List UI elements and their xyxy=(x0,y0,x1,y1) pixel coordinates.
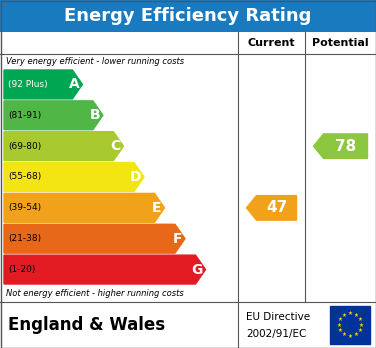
Text: ★: ★ xyxy=(353,332,358,337)
Text: ★: ★ xyxy=(338,317,343,322)
Text: (92 Plus): (92 Plus) xyxy=(8,80,48,89)
Bar xyxy=(330,306,370,344)
Text: Energy Efficiency Rating: Energy Efficiency Rating xyxy=(64,7,312,25)
Text: ★: ★ xyxy=(336,323,341,327)
Text: ★: ★ xyxy=(358,328,362,333)
Text: (69-80): (69-80) xyxy=(8,142,41,151)
Text: C: C xyxy=(110,139,120,153)
Text: ★: ★ xyxy=(353,313,358,318)
Polygon shape xyxy=(4,224,185,253)
Text: B: B xyxy=(89,108,100,122)
Text: D: D xyxy=(129,170,141,184)
Polygon shape xyxy=(314,134,367,158)
Polygon shape xyxy=(247,196,297,220)
Text: A: A xyxy=(69,77,79,92)
Text: E: E xyxy=(152,201,161,215)
Text: Potential: Potential xyxy=(312,38,369,48)
Text: 2002/91/EC: 2002/91/EC xyxy=(246,329,306,339)
Polygon shape xyxy=(4,132,123,160)
Text: 78: 78 xyxy=(335,139,356,154)
Polygon shape xyxy=(4,255,206,284)
Text: (55-68): (55-68) xyxy=(8,173,41,182)
Text: ★: ★ xyxy=(342,332,347,337)
Polygon shape xyxy=(4,101,103,130)
Text: ★: ★ xyxy=(347,311,352,316)
Text: (39-54): (39-54) xyxy=(8,203,41,212)
Text: ★: ★ xyxy=(338,328,343,333)
Text: F: F xyxy=(173,232,182,246)
Polygon shape xyxy=(4,70,82,99)
Text: ★: ★ xyxy=(342,313,347,318)
Text: G: G xyxy=(191,263,203,277)
Text: ★: ★ xyxy=(358,317,362,322)
Polygon shape xyxy=(4,193,164,222)
Text: (1-20): (1-20) xyxy=(8,265,35,274)
Text: Current: Current xyxy=(248,38,295,48)
Bar xyxy=(0,0,376,32)
Text: Very energy efficient - lower running costs: Very energy efficient - lower running co… xyxy=(6,57,184,66)
Text: 47: 47 xyxy=(266,200,287,215)
Text: England & Wales: England & Wales xyxy=(8,316,165,334)
Text: EU Directive: EU Directive xyxy=(246,312,310,322)
Text: (81-91): (81-91) xyxy=(8,111,41,120)
Text: ★: ★ xyxy=(359,323,364,327)
Text: (21-38): (21-38) xyxy=(8,234,41,243)
Text: Not energy efficient - higher running costs: Not energy efficient - higher running co… xyxy=(6,290,184,299)
Text: ★: ★ xyxy=(347,334,352,339)
Polygon shape xyxy=(4,163,144,191)
